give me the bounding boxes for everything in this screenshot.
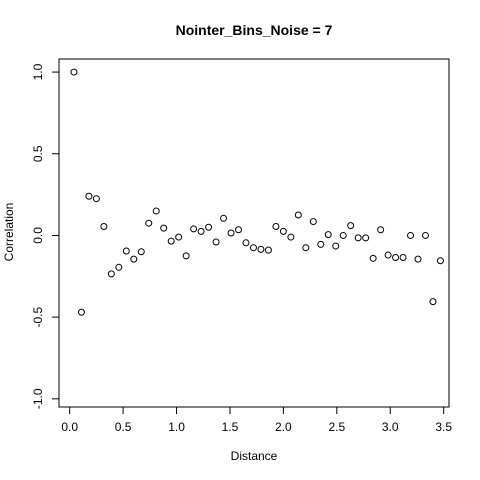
data-point	[220, 214, 228, 222]
data-point	[107, 270, 115, 278]
data-point	[212, 238, 220, 246]
data-point	[407, 231, 415, 239]
data-point	[242, 239, 250, 247]
data-point	[182, 252, 190, 260]
x-tick-label: 2.0	[275, 420, 292, 434]
data-point	[324, 231, 332, 239]
data-point	[369, 254, 377, 262]
y-tick-label: -1.0	[31, 388, 45, 409]
y-tick-label: 1.0	[31, 63, 45, 80]
data-point	[392, 254, 400, 262]
data-point	[77, 308, 85, 316]
data-point	[85, 192, 93, 200]
data-point	[332, 242, 340, 250]
x-tick-label: 2.5	[328, 420, 345, 434]
data-point	[302, 244, 310, 252]
x-tick-label: 1.0	[168, 420, 185, 434]
y-tick-label: 0.5	[31, 145, 45, 162]
data-point	[347, 222, 355, 230]
data-point	[122, 247, 130, 255]
data-point	[70, 68, 78, 76]
data-point	[130, 255, 138, 263]
data-point	[100, 222, 108, 230]
data-point	[421, 231, 429, 239]
data-point	[317, 240, 325, 248]
data-point	[309, 218, 317, 226]
plot-frame	[58, 58, 450, 408]
data-point	[175, 233, 183, 241]
data-point	[354, 234, 362, 242]
x-tick-label: 1.5	[222, 420, 239, 434]
x-tick-label: 0.5	[115, 420, 132, 434]
x-tick-label: 3.0	[382, 420, 399, 434]
data-point	[264, 246, 272, 254]
y-tick-label: 0.0	[31, 227, 45, 244]
y-tick-label: -0.5	[31, 306, 45, 327]
chart-title: Nointer_Bins_Noise = 7	[176, 22, 333, 38]
data-point	[399, 254, 407, 262]
data-point	[152, 207, 160, 215]
data-point	[339, 231, 347, 239]
data-point	[167, 237, 175, 245]
data-point	[436, 257, 444, 265]
y-axis: -1.0 -0.5 0.0 0.5 1.0	[31, 63, 60, 409]
data-point	[115, 263, 123, 271]
data-point	[377, 226, 385, 234]
data-point	[294, 211, 302, 219]
data-point	[235, 226, 243, 234]
data-point	[272, 222, 280, 230]
data-point	[257, 245, 265, 253]
data-point	[227, 229, 235, 237]
data-point	[197, 227, 205, 235]
data-point	[205, 223, 213, 231]
x-tick-label: 3.5	[435, 420, 452, 434]
data-point	[249, 244, 257, 252]
x-axis-label: Distance	[231, 449, 278, 463]
data-point	[362, 234, 370, 242]
data-point	[384, 251, 392, 259]
data-point	[145, 219, 153, 227]
data-point	[137, 248, 145, 256]
data-point	[160, 224, 168, 232]
data-point	[414, 255, 422, 263]
data-point	[279, 227, 287, 235]
x-axis: 0.0 0.5 1.0 1.5 2.0 2.5 3.0 3.5	[61, 406, 452, 434]
y-axis-label: Correlation	[2, 203, 16, 262]
data-points	[70, 68, 444, 316]
x-tick-label: 0.0	[61, 420, 78, 434]
data-point	[190, 225, 198, 233]
data-point	[92, 195, 100, 203]
data-point	[287, 233, 295, 241]
data-point	[429, 298, 437, 306]
